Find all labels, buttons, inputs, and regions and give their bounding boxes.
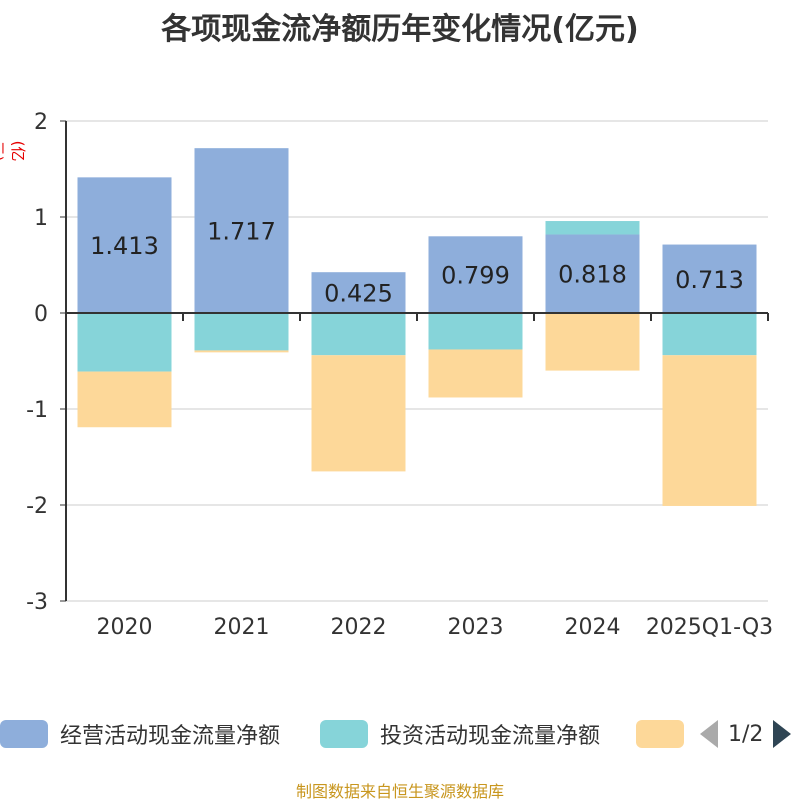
- data-label: 1.413: [90, 232, 159, 260]
- legend-swatch-financing: [636, 720, 684, 748]
- x-tick-label: 2023: [448, 615, 504, 640]
- y-tick-label: -3: [26, 590, 48, 615]
- data-label: 0.425: [324, 280, 393, 308]
- bar-operating: [77, 177, 172, 313]
- bar-financing: [194, 350, 289, 353]
- bar-operating: [545, 234, 640, 313]
- bar-investing: [77, 313, 172, 372]
- bar-investing: [311, 313, 406, 356]
- x-tick-label: 2025Q1-Q3: [646, 615, 773, 640]
- data-label: 0.799: [441, 262, 510, 290]
- bar-financing: [77, 371, 172, 428]
- chart-title: 各项现金流净额历年变化情况(亿元): [161, 12, 639, 47]
- y-tick-label: -1: [26, 398, 48, 423]
- legend-prev-page-icon[interactable]: [700, 720, 718, 748]
- legend-label-investing: 投资活动现金流量净额: [380, 724, 601, 749]
- legend-next-page-icon[interactable]: [773, 720, 792, 748]
- legend-page-indicator: 1/2: [728, 721, 764, 747]
- x-tick-label: 2021: [214, 615, 270, 640]
- bar-investing: [428, 313, 523, 350]
- y-tick-label: 0: [34, 302, 48, 327]
- legend-pager: 1/2: [700, 712, 792, 756]
- bar-investing: [662, 313, 757, 356]
- y-tick-label: 1: [34, 206, 48, 231]
- bar-financing: [311, 355, 406, 472]
- bar-investing: [545, 221, 640, 235]
- y-tick-label: 2: [34, 110, 48, 135]
- legend-swatch-investing: [320, 720, 368, 748]
- x-tick-label: 2020: [97, 615, 153, 640]
- data-source-note: 制图数据来自恒生聚源数据库: [295, 782, 504, 801]
- bar-financing: [662, 355, 757, 506]
- bar-investing: [194, 313, 289, 351]
- legend-item-investing[interactable]: 投资活动现金流量净额: [320, 712, 600, 756]
- data-label: 0.818: [558, 261, 627, 289]
- bar-operating: [194, 148, 289, 313]
- x-tick-label: 2022: [331, 615, 387, 640]
- data-label: 1.717: [207, 218, 276, 246]
- legend-item-financing[interactable]: [636, 712, 684, 756]
- legend-item-operating[interactable]: 经营活动现金流量净额: [0, 712, 280, 756]
- bar-financing: [428, 349, 523, 398]
- bar-financing: [545, 313, 640, 371]
- bar-operating: [428, 236, 523, 313]
- data-label: 0.713: [675, 266, 744, 294]
- legend-swatch-operating: [0, 720, 48, 748]
- legend: 经营活动现金流量净额 投资活动现金流量净额: [0, 712, 800, 756]
- y-tick-label: -2: [26, 494, 48, 519]
- bar-operating: [311, 272, 406, 313]
- bar-operating: [662, 244, 757, 313]
- stacked-bar-chart: 2 1 0 -1 -2 -3 1.413 1.717 0.425 0.799 0.818 0.713 2…: [26, 110, 773, 640]
- x-tick-label: 2024: [565, 615, 621, 640]
- legend-label-operating: 经营活动现金流量净额: [60, 724, 281, 749]
